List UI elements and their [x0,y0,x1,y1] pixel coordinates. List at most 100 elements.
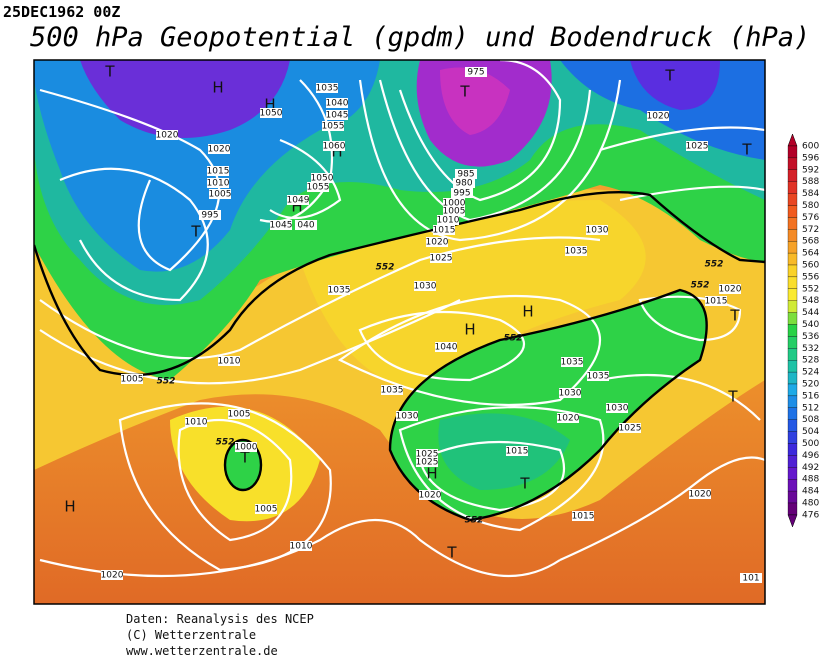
legend-tick-label: 544 [802,308,819,318]
isobar-label: 1005 [121,375,144,385]
isobar-label-bg [322,121,344,131]
legend-swatch [787,419,798,432]
isobar-label: 980 [455,179,472,189]
isobar-label-bg [287,195,309,205]
isobar-label: 1055 [322,122,345,132]
isobar-label-bg [451,188,473,198]
isobar-label-bg [326,98,348,108]
legend-tick-label: 548 [802,296,819,306]
contour-label: 552 [705,260,724,270]
isobar-label: 1049 [287,196,310,206]
legend-tick-label: 500 [802,439,819,449]
isobar-label-bg [689,489,711,499]
legend-swatch [787,431,798,444]
isobar-label-bg [396,411,418,421]
legend-tick-label: 520 [802,380,819,390]
legend-tick-label: 508 [802,415,819,425]
legend-swatch [787,264,798,278]
legend-tick-label: 588 [802,177,819,187]
legend-swatch [787,193,798,206]
pressure-center: T [727,388,738,406]
isobar-label-bg [443,206,465,216]
contour-label: 552 [376,263,395,273]
isobar-label: 1020 [208,145,231,155]
isobar-label: 1025 [686,142,709,152]
pressure-center: T [239,449,250,467]
footer-line: www.wetterzentrale.de [126,644,278,656]
isobar-label-bg [586,225,608,235]
legend-cap [787,514,798,528]
isobar-label-bg [235,442,257,452]
isobar-label: 1060 [323,142,346,152]
isobar-label: 1055 [307,183,330,193]
isobar-label: 1020 [426,238,449,248]
legend-swatch [787,467,798,480]
isobar-label: 1010 [218,357,241,367]
legend-swatch [787,443,798,456]
title: 500 hPa Geopotential (gpdm) und Bodendru… [30,22,810,53]
isobar-label-bg [228,409,250,419]
isobar-label-bg [255,504,277,514]
isobar-label: 995 [201,211,218,221]
isobar-label-bg [416,449,438,459]
isobar-label: 1035 [316,84,339,94]
legend-tick-label: 592 [802,165,819,175]
isobar-label: 1015 [506,447,529,457]
isobar-label-bg [311,173,333,183]
legend-swatch [787,181,798,194]
legend-swatch [787,371,798,385]
contour-label: 552 [216,438,235,448]
pressure-center: H [426,465,437,483]
isobar-label: 1010 [185,418,208,428]
isobar-label: 1025 [619,424,642,434]
map-frame [33,59,766,605]
pressure-center: T [104,63,115,81]
isobar-label: 1020 [647,112,670,122]
isobar-label-bg [156,130,178,140]
isobar-label: 1005 [443,207,466,217]
isobar-label-bg [270,220,292,230]
pressure-center: T [459,83,470,101]
legend-swatch [787,252,798,266]
legend-tick-label: 584 [802,189,819,199]
isobar-label: 1005 [255,505,278,515]
isobar-label: 975 [467,68,484,78]
isobar-label-bg [740,573,762,583]
legend-swatch [787,300,798,313]
pressure-center: H [464,321,475,339]
isobar-label: 1050 [311,174,334,184]
legend-tick-label: 560 [802,261,819,271]
legend-tick-label: 504 [802,427,819,437]
isobar-label-bg [218,356,240,366]
isobar-label-bg [260,108,282,118]
isobar-label: 1035 [328,286,351,296]
isobar-label-bg [559,388,581,398]
isobar-label: 1040 [435,343,458,353]
legend-swatch [787,336,798,349]
legend-tick-label: 484 [802,487,819,497]
legend-tick-label: 556 [802,272,819,282]
isobar-label-bg [101,570,123,580]
isobar-label: 1035 [565,247,588,257]
legend-tick-label: 596 [802,153,819,163]
isobar-label-bg [433,225,455,235]
isobar-label-bg [561,357,583,367]
pressure-center: H [264,96,275,114]
isobar-label-bg [326,110,348,120]
legend-tick-label: 476 [802,510,819,520]
footer-line: (C) Wetterzentrale [126,628,256,642]
isobar-label: 1000 [443,199,466,209]
isobar-label-bg [619,423,641,433]
isobar-label-bg [209,189,231,199]
isobar-label: 1030 [414,282,437,292]
contour-label: 552 [504,334,523,344]
legend-swatch [787,145,798,159]
legend-swatch [787,205,798,218]
isobar-label-bg [381,385,403,395]
legend-tick-label: 572 [802,225,819,235]
legend-tick-label: 580 [802,201,819,211]
isobar-label: 1025 [416,450,439,460]
legend-tick-label: 532 [802,344,819,354]
legend-tick-label: 480 [802,499,819,509]
legend-swatch [787,360,798,373]
